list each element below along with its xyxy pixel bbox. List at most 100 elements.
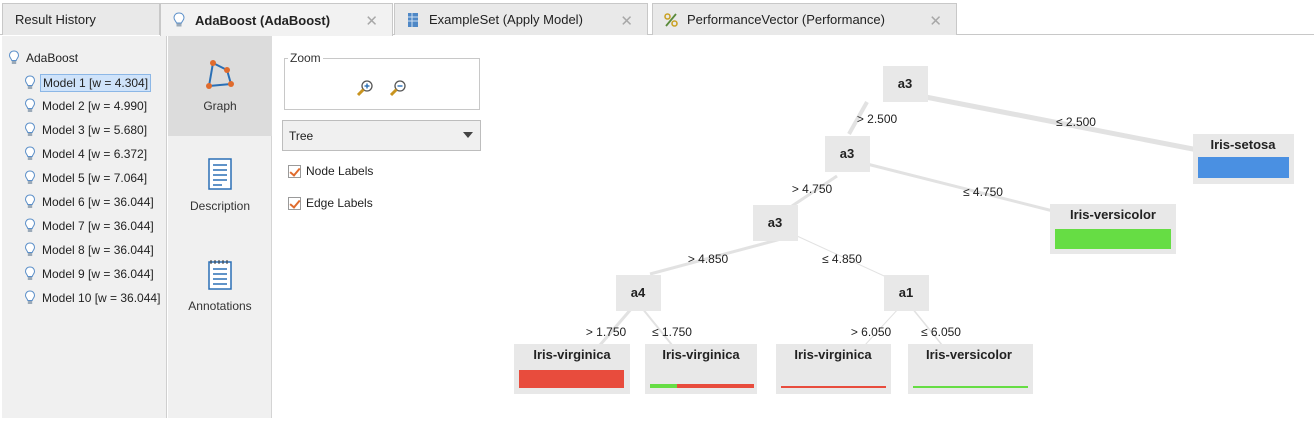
- tree-root[interactable]: AdaBoost: [8, 50, 80, 66]
- class-bar-virginica: [677, 384, 754, 388]
- edge-label: > 4.750: [792, 182, 833, 196]
- leaf-node[interactable]: Iris-virginica: [645, 344, 757, 394]
- tree-node[interactable]: a3: [753, 205, 798, 241]
- bulb-icon: [24, 122, 36, 138]
- view-selector: Graph Description: [168, 36, 272, 418]
- leaf-label: Iris-virginica: [662, 347, 740, 362]
- model-tree-panel: AdaBoost Model 1 [w = 4.304] Model 2 [w =…: [2, 36, 167, 418]
- model-tree-item[interactable]: Model 2 [w = 4.990]: [24, 98, 149, 114]
- chevron-down-icon: [463, 132, 473, 138]
- model-label: Model 3 [w = 5.680]: [42, 123, 148, 137]
- bulb-icon: [24, 75, 36, 91]
- model-label: Model 2 [w = 4.990]: [42, 99, 148, 113]
- tab-result-history[interactable]: Result History: [2, 3, 160, 35]
- model-label: Model 7 [w = 36.044]: [42, 219, 154, 233]
- bulb-icon: [24, 266, 36, 282]
- tree-canvas: > 2.500 ≤ 2.500 > 4.750 ≤ 4.750 > 4.850 …: [514, 66, 1294, 394]
- zoom-label: Zoom: [288, 51, 323, 65]
- model-label: Model 1 [w = 4.304]: [40, 74, 152, 92]
- class-bar-virginica: [781, 386, 886, 388]
- class-bar-setosa: [1198, 157, 1289, 178]
- tree-node[interactable]: a3: [883, 66, 928, 102]
- percent-icon: [663, 12, 679, 28]
- node-label: a4: [631, 285, 646, 300]
- edge-label: ≤ 4.750: [963, 185, 1003, 199]
- close-icon[interactable]: ✕: [365, 13, 378, 30]
- model-tree-item[interactable]: Model 9 [w = 36.044]: [24, 266, 156, 282]
- model-tree-item[interactable]: Model 4 [w = 6.372]: [24, 146, 149, 162]
- tab-label: AdaBoost (AdaBoost): [195, 12, 331, 28]
- edge-label: > 4.850: [688, 252, 729, 266]
- model-tree-item[interactable]: Model 7 [w = 36.044]: [24, 218, 156, 234]
- zoom-in-icon[interactable]: [356, 78, 376, 98]
- leaf-node[interactable]: Iris-versicolor: [1050, 204, 1176, 254]
- tab-label: ExampleSet (Apply Model): [429, 12, 583, 27]
- leaf-node[interactable]: Iris-virginica: [514, 344, 630, 394]
- edge-label: > 1.750: [586, 325, 627, 339]
- model-tree-item[interactable]: Model 3 [w = 5.680]: [24, 122, 149, 138]
- edge-label: ≤ 2.500: [1056, 115, 1096, 129]
- tab-label: PerformanceVector (Performance): [687, 12, 885, 27]
- edge-labels-checkbox[interactable]: Edge Labels: [288, 196, 373, 210]
- edge-label: ≤ 4.850: [822, 252, 862, 266]
- node-label: a1: [899, 285, 913, 300]
- close-icon[interactable]: ✕: [929, 13, 942, 30]
- leaf-label: Iris-virginica: [794, 347, 872, 362]
- model-tree-item[interactable]: Model 1 [w = 4.304]: [24, 74, 152, 92]
- tree-node[interactable]: a4: [616, 275, 661, 311]
- bulb-icon: [24, 146, 36, 162]
- node-label: a3: [768, 215, 782, 230]
- layout-select-value: Tree: [289, 128, 314, 143]
- close-icon[interactable]: ✕: [620, 13, 633, 30]
- leaf-node[interactable]: Iris-versicolor: [908, 344, 1033, 394]
- bulb-icon: [8, 50, 20, 66]
- model-label: Model 5 [w = 7.064]: [42, 171, 148, 185]
- zoom-out-icon[interactable]: [389, 78, 409, 98]
- tab-exampleset[interactable]: ExampleSet (Apply Model) ✕: [394, 3, 648, 35]
- graph-controls: Zoom Tree Node Labels Edge Labels: [272, 36, 492, 418]
- view-annotations-button[interactable]: Annotations: [168, 236, 272, 336]
- leaf-label: Iris-virginica: [533, 347, 611, 362]
- tab-performance[interactable]: PerformanceVector (Performance) ✕: [652, 3, 957, 35]
- node-label: a3: [840, 146, 854, 161]
- tree-root-label: AdaBoost: [26, 51, 79, 65]
- node-labels-checkbox[interactable]: Node Labels: [288, 164, 373, 178]
- layout-select[interactable]: Tree: [282, 120, 481, 151]
- view-label: Graph: [203, 99, 237, 113]
- model-tree-item[interactable]: Model 10 [w = 36.044]: [24, 290, 162, 306]
- results-tab-bar: Result History AdaBoost (AdaBoost) ✕ Exa…: [0, 0, 1314, 36]
- model-label: Model 9 [w = 36.044]: [42, 267, 154, 281]
- tab-label: Result History: [15, 12, 96, 27]
- edge-labels-label: Edge Labels: [306, 196, 373, 210]
- tab-adaboost[interactable]: AdaBoost (AdaBoost) ✕: [160, 3, 393, 36]
- class-bar-versicolor: [1055, 229, 1171, 249]
- leaf-label: Iris-versicolor: [1070, 207, 1156, 222]
- model-tree-item[interactable]: Model 5 [w = 7.064]: [24, 170, 149, 186]
- model-tree-item[interactable]: Model 6 [w = 36.044]: [24, 194, 156, 210]
- tree-node[interactable]: a1: [884, 275, 929, 311]
- class-bar-versicolor: [650, 384, 677, 388]
- document-icon: [208, 158, 232, 193]
- leaf-node[interactable]: Iris-setosa: [1193, 134, 1294, 184]
- checkbox-checked[interactable]: [288, 196, 301, 210]
- bulb-icon: [24, 194, 36, 210]
- node-labels-label: Node Labels: [306, 164, 374, 178]
- bulb-icon: [24, 242, 36, 258]
- checkbox-checked[interactable]: [288, 164, 301, 178]
- bulb-icon: [24, 290, 36, 306]
- class-bar-versicolor: [913, 386, 1028, 388]
- model-tree-item[interactable]: Model 8 [w = 36.044]: [24, 242, 156, 258]
- leaf-node[interactable]: Iris-virginica: [776, 344, 891, 394]
- bulb-icon: [24, 98, 36, 114]
- view-graph-button[interactable]: Graph: [168, 36, 272, 136]
- tree-node[interactable]: a3: [825, 136, 870, 172]
- class-bar-virginica: [519, 370, 624, 388]
- model-label: Model 8 [w = 36.044]: [42, 243, 154, 257]
- view-description-button[interactable]: Description: [168, 136, 272, 236]
- bulb-icon: [24, 218, 36, 234]
- zoom-group: [284, 58, 480, 110]
- model-label: Model 4 [w = 6.372]: [42, 147, 148, 161]
- bulb-icon: [171, 12, 187, 28]
- table-icon: [405, 12, 421, 28]
- model-label: Model 10 [w = 36.044]: [42, 291, 161, 305]
